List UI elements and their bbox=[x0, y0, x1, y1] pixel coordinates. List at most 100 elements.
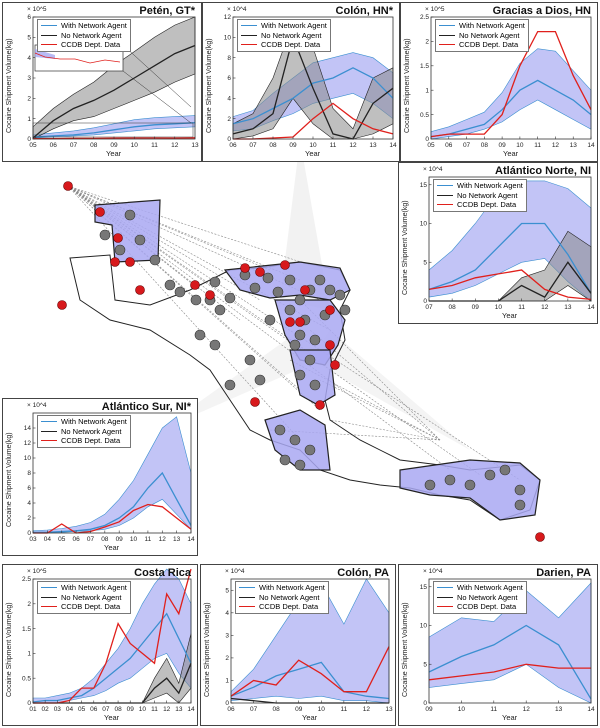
legend-label: No Network Agent bbox=[61, 592, 122, 602]
y-tick-label: 1.5 bbox=[420, 63, 429, 70]
x-tick-label: 12 bbox=[159, 536, 167, 543]
map-node bbox=[124, 209, 136, 221]
legend-swatch bbox=[439, 44, 455, 46]
map-node bbox=[209, 339, 221, 351]
legend-label: With Network Agent bbox=[61, 21, 127, 30]
axis-exponent: × 10^4 bbox=[227, 6, 247, 13]
legend-entry: No Network Agent bbox=[41, 31, 127, 41]
x-tick-label: 09 bbox=[110, 142, 118, 149]
y-tick-label: 15 bbox=[420, 182, 428, 189]
x-tick-label: 08 bbox=[269, 142, 277, 149]
x-tick-label: 05 bbox=[78, 706, 86, 713]
map-node bbox=[514, 484, 526, 496]
y-tick-label: 0 bbox=[27, 136, 31, 143]
map-node-red bbox=[240, 263, 250, 273]
axis-exponent: × 10^5 bbox=[27, 6, 47, 13]
x-tick-label: 06 bbox=[90, 706, 98, 713]
map-node bbox=[190, 294, 202, 306]
map-node bbox=[309, 334, 321, 346]
map-node-red bbox=[135, 285, 145, 295]
legend-entry: No Network Agent bbox=[239, 593, 325, 603]
chart-panel-colon-hn: 06 07 08 09 10 11 12 13 14 0 2 4 6 8 10 12 Colón, HN* × 1… bbox=[202, 2, 400, 162]
region-atlantico-sur bbox=[289, 349, 336, 406]
x-tick-label: 10 bbox=[495, 304, 503, 311]
legend-entry: CCDB Dept. Data bbox=[41, 436, 127, 446]
legend-entry: CCDB Dept. Data bbox=[439, 40, 525, 50]
series-line-2 bbox=[230, 646, 390, 697]
legend-swatch bbox=[439, 34, 455, 36]
map-node bbox=[99, 229, 111, 241]
chart-panel-costa-rica: 01 02 03 04 05 06 07 08 09 10 11 12 13 14 0 0.5 1 1.5 2 2.5… bbox=[2, 564, 198, 726]
legend-entry: No Network Agent bbox=[41, 427, 127, 437]
map-node bbox=[149, 254, 161, 266]
chart-svg: 05 06 07 08 09 10 11 12 13 14 0 0.5 1 1.5 2 2.5 bbox=[420, 14, 595, 149]
legend-swatch bbox=[41, 440, 57, 442]
legend-label: CCDB Dept. Data bbox=[459, 40, 519, 49]
map-node bbox=[289, 434, 301, 446]
map-node-red bbox=[295, 317, 305, 327]
x-tick-label: 14 bbox=[587, 706, 595, 713]
map-node bbox=[274, 424, 286, 436]
map-node bbox=[339, 304, 351, 316]
x-tick-label: 14 bbox=[389, 142, 397, 149]
chart-title: Darien, PA bbox=[536, 567, 591, 579]
series-line-1 bbox=[430, 30, 592, 138]
map-node-red bbox=[330, 360, 340, 370]
chart-svg: 03 04 05 06 07 08 09 10 11 12 13 14 0 2 4 6 8 10 12 14 bbox=[24, 412, 195, 543]
x-tick-label: 09 bbox=[127, 706, 135, 713]
x-axis-label: Year bbox=[503, 149, 519, 158]
chart-svg: 09 10 11 12 13 14 0 5 10 15 bbox=[420, 578, 595, 713]
map-node bbox=[324, 284, 336, 296]
series-line-0 bbox=[430, 79, 592, 138]
map-node-red bbox=[325, 340, 335, 350]
x-tick-label: 04 bbox=[66, 706, 74, 713]
legend-label: With Network Agent bbox=[61, 583, 127, 592]
map-node-red bbox=[190, 280, 200, 290]
y-tick-label: 0 bbox=[27, 530, 31, 537]
y-tick-label: 5 bbox=[423, 661, 427, 668]
x-tick-label: 07 bbox=[250, 706, 258, 713]
legend-label: CCDB Dept. Data bbox=[61, 602, 121, 611]
y-tick-label: 8 bbox=[27, 470, 31, 477]
map-node bbox=[294, 369, 306, 381]
chart-panel-gracias: 05 06 07 08 09 10 11 12 13 14 0 0.5 1 1.5 2 2.5 Gracias … bbox=[400, 2, 598, 162]
legend-swatch bbox=[241, 25, 257, 27]
legend-entry: With Network Agent bbox=[437, 181, 523, 191]
legend-label: CCDB Dept. Data bbox=[457, 200, 517, 209]
x-tick-label: 11 bbox=[151, 706, 158, 713]
map-node bbox=[484, 469, 496, 481]
map-node bbox=[249, 282, 261, 294]
y-tick-label: 2 bbox=[227, 116, 231, 123]
plot-frame bbox=[230, 578, 390, 704]
series-line-0 bbox=[32, 122, 196, 138]
x-tick-label: 08 bbox=[101, 536, 109, 543]
y-tick-label: 4 bbox=[27, 55, 31, 62]
x-tick-label: 06 bbox=[229, 142, 237, 149]
chart-panel-darien: 09 10 11 12 13 14 0 5 10 15 Darien, PA × 10^4 Cocain… bbox=[398, 564, 598, 726]
y-axis-label: Cocaine Shipment Volume(kg) bbox=[206, 38, 213, 133]
chart-title: Colón, PA bbox=[337, 567, 389, 579]
legend-entry: With Network Agent bbox=[241, 21, 327, 31]
legend-swatch bbox=[241, 44, 257, 46]
x-tick-label: 11 bbox=[151, 142, 158, 149]
map-node bbox=[294, 294, 306, 306]
map-node-red bbox=[110, 257, 120, 267]
y-tick-label: 0.5 bbox=[420, 112, 429, 119]
x-tick-label: 13 bbox=[385, 706, 393, 713]
y-tick-label: 5 bbox=[423, 259, 427, 266]
plot-frame bbox=[430, 16, 592, 140]
map-node bbox=[444, 474, 456, 486]
map-node bbox=[254, 374, 266, 386]
legend-entry: CCDB Dept. Data bbox=[437, 602, 523, 612]
map-node bbox=[314, 274, 326, 286]
map-node-red bbox=[125, 257, 135, 267]
legend-entry: With Network Agent bbox=[439, 21, 525, 31]
map-node bbox=[224, 379, 236, 391]
series-line-1 bbox=[32, 44, 196, 139]
legend-entry: No Network Agent bbox=[41, 593, 127, 603]
y-tick-label: 5 bbox=[225, 587, 229, 594]
chart-title: Atlántico Norte, NI bbox=[495, 165, 591, 177]
map-node-red bbox=[57, 300, 67, 310]
y-axis-label: Cocaine Shipment Volume(kg) bbox=[402, 602, 409, 697]
